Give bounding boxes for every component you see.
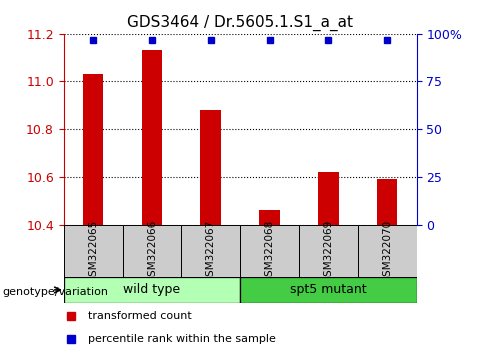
Bar: [318, 172, 339, 225]
Bar: [240, 277, 416, 303]
Bar: [259, 210, 280, 225]
Bar: [200, 110, 221, 225]
Text: GSM322065: GSM322065: [88, 220, 98, 283]
Text: percentile rank within the sample: percentile rank within the sample: [88, 333, 276, 344]
Bar: [64, 225, 122, 278]
Text: spt5 mutant: spt5 mutant: [290, 284, 367, 296]
Text: genotype/variation: genotype/variation: [2, 287, 108, 297]
Bar: [377, 179, 397, 225]
Text: GSM322068: GSM322068: [265, 220, 274, 283]
Text: wild type: wild type: [123, 284, 180, 296]
Text: GSM322070: GSM322070: [382, 220, 392, 283]
Bar: [64, 277, 240, 303]
Bar: [358, 225, 416, 278]
Bar: [181, 225, 240, 278]
Bar: [142, 50, 162, 225]
Bar: [122, 225, 181, 278]
Bar: [240, 225, 299, 278]
Bar: [83, 74, 103, 225]
Text: GSM322067: GSM322067: [206, 220, 216, 283]
Text: GSM322066: GSM322066: [147, 220, 157, 283]
Bar: [299, 225, 358, 278]
Text: transformed count: transformed count: [88, 312, 192, 321]
Text: GSM322069: GSM322069: [323, 220, 333, 283]
Title: GDS3464 / Dr.5605.1.S1_a_at: GDS3464 / Dr.5605.1.S1_a_at: [127, 15, 353, 31]
